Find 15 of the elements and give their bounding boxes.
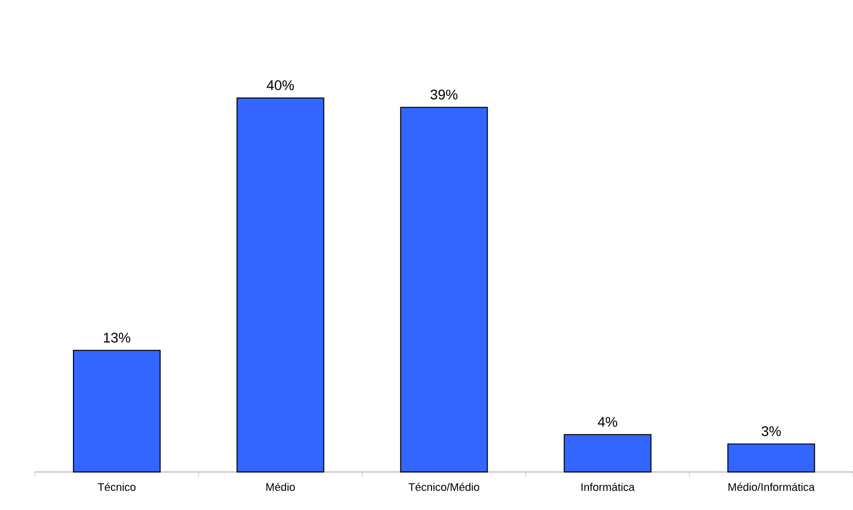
bar — [236, 97, 324, 472]
x-tick-label: Técnico/Médio — [408, 482, 480, 491]
bar — [72, 350, 161, 472]
x-tick-label: Técnico — [98, 482, 136, 491]
data-label: 3% — [762, 426, 781, 436]
data-label: 13% — [104, 332, 130, 343]
data-label: 39% — [430, 90, 458, 100]
bar — [400, 106, 488, 472]
data-label: 40% — [266, 80, 294, 90]
x-tick-label: Médio/Informática — [728, 482, 815, 491]
bar — [564, 434, 652, 472]
data-label: 4% — [598, 416, 618, 427]
bar — [727, 443, 816, 472]
x-tick-label: Informática — [582, 482, 635, 491]
x-tick-label: Médio — [266, 482, 295, 491]
